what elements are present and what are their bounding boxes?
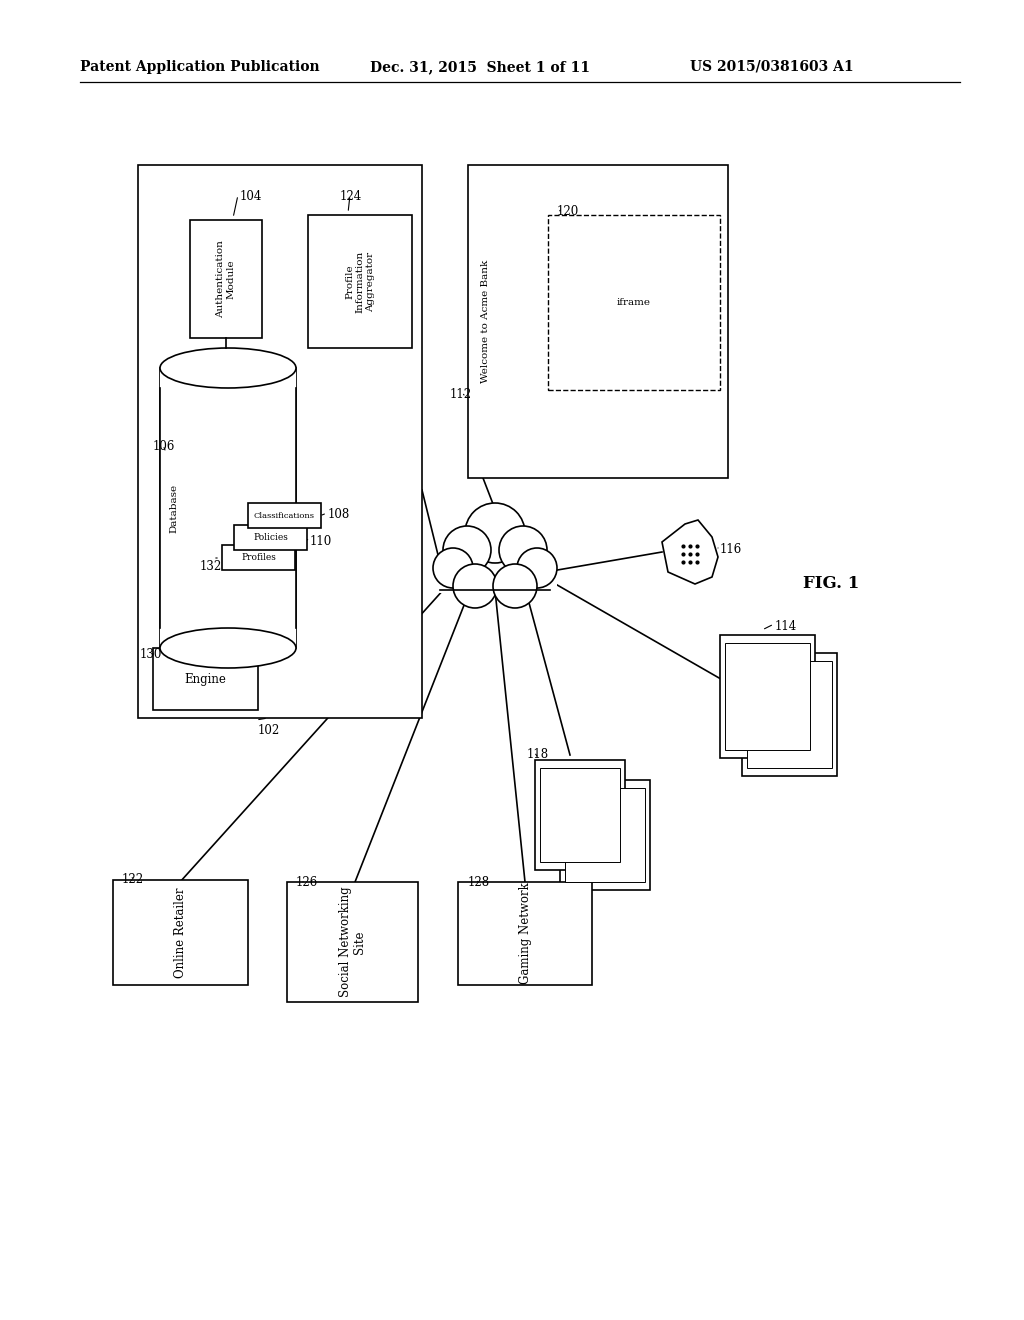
- Text: Dec. 31, 2015  Sheet 1 of 11: Dec. 31, 2015 Sheet 1 of 11: [370, 59, 590, 74]
- Bar: [458, 882, 592, 985]
- Circle shape: [493, 564, 537, 609]
- Bar: [433, 564, 557, 593]
- Bar: [565, 788, 645, 882]
- Bar: [720, 635, 815, 758]
- Bar: [190, 220, 262, 338]
- Ellipse shape: [160, 628, 296, 668]
- Text: 130: 130: [140, 648, 163, 661]
- Bar: [287, 882, 418, 1002]
- Bar: [468, 165, 728, 478]
- Circle shape: [499, 525, 547, 574]
- Bar: [138, 165, 422, 718]
- Text: 116: 116: [720, 543, 742, 556]
- Bar: [742, 653, 837, 776]
- Text: 104: 104: [240, 190, 262, 203]
- Bar: [725, 643, 810, 750]
- Text: 118: 118: [527, 748, 549, 762]
- Text: Gaming Network: Gaming Network: [518, 883, 531, 985]
- Circle shape: [453, 564, 497, 609]
- Bar: [308, 215, 412, 348]
- Bar: [153, 648, 258, 710]
- Bar: [560, 780, 650, 890]
- Text: 114: 114: [775, 620, 798, 634]
- Bar: [540, 768, 620, 862]
- Text: 106: 106: [153, 440, 175, 453]
- Text: 126: 126: [296, 876, 318, 888]
- Bar: [113, 880, 248, 985]
- Bar: [535, 760, 625, 870]
- Text: Online Retailer: Online Retailer: [174, 887, 187, 978]
- Circle shape: [465, 503, 525, 564]
- Text: 128: 128: [468, 876, 490, 888]
- Bar: [234, 525, 307, 550]
- Polygon shape: [662, 520, 718, 583]
- Text: Database: Database: [170, 483, 178, 532]
- Text: Welcome to Acme Bank: Welcome to Acme Bank: [481, 260, 490, 383]
- Text: Profile
Information
Aggregator: Profile Information Aggregator: [345, 251, 375, 313]
- Text: 120: 120: [557, 205, 580, 218]
- Text: Authentication
Module: Authentication Module: [216, 240, 236, 318]
- Text: Policies: Policies: [253, 533, 288, 543]
- Text: Social Networking
Site: Social Networking Site: [339, 887, 367, 998]
- Text: Profiles: Profiles: [241, 553, 275, 562]
- Text: Patent Application Publication: Patent Application Publication: [80, 59, 319, 74]
- Bar: [222, 545, 295, 570]
- Circle shape: [517, 548, 557, 587]
- Text: Engine: Engine: [184, 672, 226, 685]
- Ellipse shape: [160, 348, 296, 388]
- Text: 102: 102: [258, 723, 281, 737]
- Bar: [248, 503, 321, 528]
- Text: FIG. 1: FIG. 1: [803, 576, 859, 591]
- Bar: [746, 661, 831, 768]
- Text: 122: 122: [122, 873, 144, 886]
- Text: 112: 112: [450, 388, 472, 401]
- Text: 110: 110: [310, 535, 332, 548]
- Text: 124: 124: [340, 190, 362, 203]
- Text: Classifications: Classifications: [254, 511, 315, 520]
- Text: US 2015/0381603 A1: US 2015/0381603 A1: [690, 59, 854, 74]
- Text: 132: 132: [200, 560, 222, 573]
- Bar: [548, 215, 720, 389]
- Circle shape: [443, 525, 490, 574]
- Text: iframe: iframe: [617, 298, 651, 308]
- Text: 108: 108: [328, 508, 350, 521]
- Circle shape: [433, 548, 473, 587]
- Bar: [160, 368, 296, 648]
